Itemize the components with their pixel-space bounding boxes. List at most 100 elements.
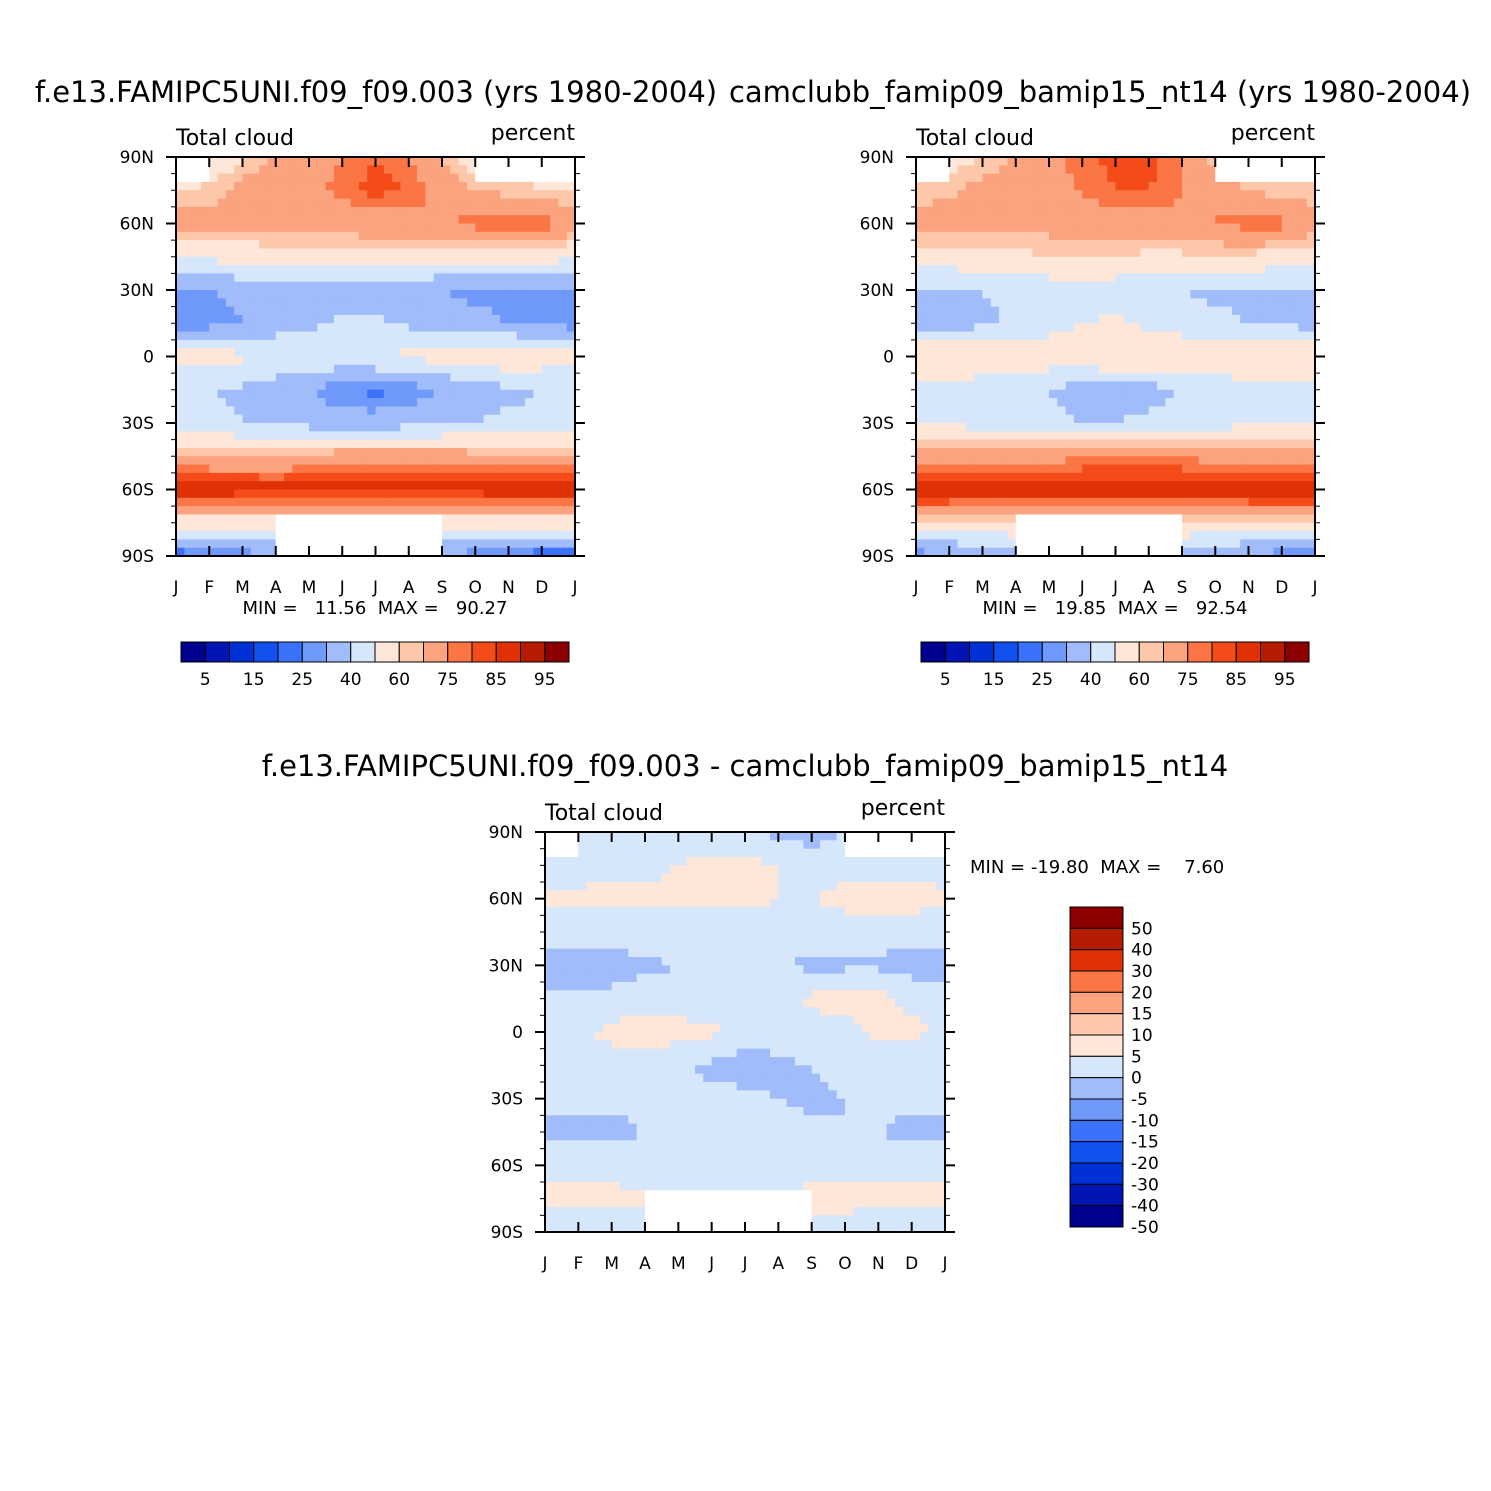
field-cell [940, 281, 950, 291]
field-cell [375, 281, 385, 291]
field-cell [974, 298, 984, 308]
field-cell [770, 832, 779, 841]
field-cell [1248, 298, 1258, 308]
field-cell [350, 281, 360, 291]
field-cell [1298, 398, 1308, 407]
field-cell [508, 348, 518, 358]
field-cell [1082, 198, 1092, 208]
field-cell [200, 173, 210, 183]
field-cell [1240, 514, 1250, 524]
field-cell [803, 840, 813, 850]
field-cell [425, 314, 435, 324]
field-cell [1015, 165, 1025, 175]
field-cell [234, 506, 244, 516]
field-cell [965, 215, 975, 225]
field-cell [242, 348, 252, 358]
field-cell [990, 431, 1000, 441]
field-cell [566, 389, 576, 399]
field-cell [965, 190, 975, 200]
field-cell [176, 306, 185, 316]
field-cell [209, 248, 219, 258]
field-cell [1015, 215, 1025, 225]
field-cell [475, 240, 485, 250]
panel-2-right-label: percent [1231, 121, 1316, 146]
field-cell [949, 414, 959, 424]
field-cell [990, 381, 1000, 391]
field-cell [1032, 265, 1042, 274]
field-cell [242, 314, 252, 324]
field-cell [1115, 331, 1125, 341]
field-cell [533, 181, 543, 191]
field-cell [1140, 190, 1150, 200]
field-cell [999, 389, 1009, 399]
field-cell [375, 406, 385, 416]
field-cell [965, 281, 975, 291]
field-cell [1007, 381, 1017, 391]
colorbar-swatch [495, 641, 521, 663]
field-cell [267, 531, 277, 540]
field-cell [566, 306, 576, 316]
field-cell [383, 165, 393, 175]
field-cell [358, 497, 368, 507]
panel-1-field [176, 157, 576, 557]
field-cell [408, 290, 418, 299]
field-cell [1165, 248, 1175, 258]
field-cell [275, 331, 285, 341]
field-cell [176, 522, 185, 532]
field-cell [317, 439, 327, 449]
field-cell [1115, 414, 1125, 424]
field-cell [217, 240, 227, 250]
field-cell [516, 356, 526, 366]
field-cell [1015, 290, 1025, 299]
field-cell [1049, 497, 1058, 507]
field-cell [284, 381, 293, 391]
field-cell [1298, 231, 1308, 241]
field-cell [1256, 273, 1266, 283]
field-cell [1298, 389, 1308, 399]
field-cell [550, 314, 559, 324]
field-cell [500, 414, 510, 424]
field-cell [259, 231, 269, 241]
field-cell [392, 447, 402, 457]
field-cell [1173, 406, 1183, 416]
field-cell [234, 356, 244, 366]
field-cell [417, 456, 426, 466]
field-cell [1273, 356, 1283, 366]
field-cell [1248, 339, 1258, 349]
field-cell [1281, 447, 1291, 457]
field-cell [325, 373, 335, 383]
field-cell [916, 389, 925, 399]
field-cell [1024, 381, 1033, 391]
field-cell [408, 248, 418, 258]
field-cell [367, 348, 377, 358]
field-cell [1098, 298, 1108, 308]
field-cell [982, 181, 992, 191]
field-cell [1090, 256, 1100, 266]
field-cell [367, 514, 377, 524]
field-cell [1182, 190, 1191, 200]
field-cell [1049, 356, 1058, 366]
field-cell [1098, 447, 1108, 457]
field-cell [234, 423, 244, 432]
field-cell [1256, 539, 1266, 549]
field-cell [275, 240, 285, 250]
field-cell [550, 231, 559, 241]
field-cell [550, 306, 559, 316]
field-cell [957, 281, 967, 291]
field-cell [450, 439, 460, 449]
field-cell [442, 539, 451, 549]
field-cell [234, 547, 244, 557]
field-cell [192, 423, 202, 432]
field-cell [433, 240, 443, 250]
field-cell [1073, 381, 1083, 391]
field-cell [176, 506, 185, 516]
field-cell [1298, 173, 1308, 183]
field-cell [491, 281, 501, 291]
field-cell [1157, 331, 1166, 341]
field-cell [383, 273, 393, 283]
field-cell [300, 389, 310, 399]
field-cell [1173, 489, 1183, 499]
field-cell [1215, 481, 1225, 491]
field-cell [483, 364, 493, 374]
field-cell [217, 539, 227, 549]
